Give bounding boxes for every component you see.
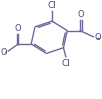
Text: O: O <box>95 33 101 42</box>
Text: Cl: Cl <box>48 1 57 10</box>
Text: O: O <box>14 24 21 33</box>
Text: Cl: Cl <box>62 59 71 68</box>
Text: O: O <box>0 48 7 57</box>
Text: O: O <box>77 10 84 19</box>
